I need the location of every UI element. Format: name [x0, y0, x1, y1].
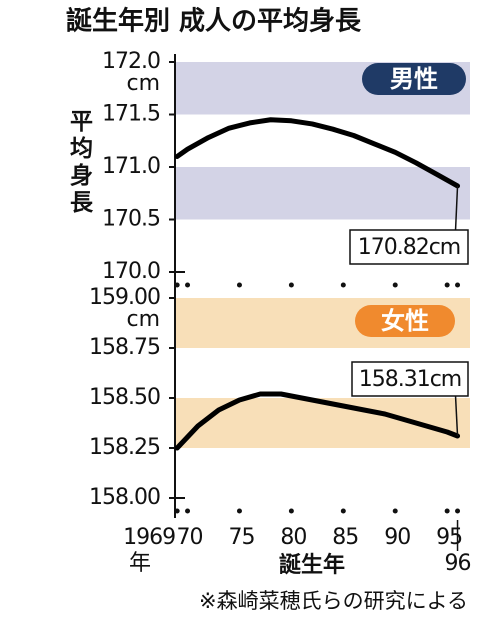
band: [175, 167, 470, 220]
legend-badge: [362, 63, 466, 95]
x-tick-label: 80: [280, 525, 306, 550]
legend-label: 男性: [390, 65, 438, 93]
x-tick-label: 96: [445, 551, 471, 576]
y-tick-label: 171.0: [102, 154, 160, 179]
x-tick-dot: [455, 508, 461, 514]
x-tick-label: 85: [332, 525, 358, 550]
x-unit: 年: [129, 551, 151, 576]
data-label: 158.31cm: [359, 367, 462, 392]
y-tick-label: 171.5: [102, 102, 160, 127]
x-tick-dot: [392, 282, 398, 288]
x-tick-label: 75: [228, 525, 254, 550]
x-tick-dot: [174, 282, 180, 288]
y-tick-label: 158.00: [89, 485, 160, 510]
label-box: [349, 229, 469, 265]
band: [175, 398, 470, 448]
x-tick-dot: [185, 508, 191, 514]
x-tick-dot: [236, 508, 242, 514]
label-box: [351, 361, 469, 397]
x-tick-label: 90: [384, 525, 410, 550]
x-tick-dot: [340, 508, 346, 514]
data-line: [174, 391, 461, 451]
y-unit: cm: [126, 307, 160, 332]
y-axis-label: 平均身長: [66, 109, 94, 217]
y-tick-label: 170.0: [102, 259, 160, 284]
data-line: [174, 117, 461, 189]
x-tick-dot: [174, 508, 180, 514]
x-tick-label: 1969: [123, 525, 175, 550]
y-tick-label: 170.5: [102, 207, 160, 232]
y-tick-label: 172.0: [102, 49, 160, 74]
y-tick-label: 158.75: [89, 335, 160, 360]
x-tick-dot: [288, 282, 294, 288]
y-unit: cm: [126, 71, 160, 96]
label-pointer: [454, 185, 459, 231]
x-tick-dot: [340, 282, 346, 288]
y-tick-label: 158.50: [89, 385, 160, 410]
x-tick-dot: [236, 282, 242, 288]
x-tick-dot: [392, 508, 398, 514]
x-tick-label: 95: [436, 525, 462, 550]
legend-badge: [355, 305, 455, 337]
x-tick-dot: [185, 282, 191, 288]
label-pointer: [454, 395, 459, 437]
x-tick-dot: [444, 282, 450, 288]
y-tick-label: 158.25: [89, 435, 160, 460]
legend-label: 女性: [381, 307, 429, 335]
x-tick-label: 70: [177, 525, 203, 550]
data-label: 170.82cm: [358, 235, 461, 260]
x-axis-label: 誕生年: [279, 552, 345, 578]
x-tick-dot: [444, 508, 450, 514]
y-tick-label: 159.00: [89, 285, 160, 310]
footnote: ※森崎菜穂氏らの研究による: [199, 589, 468, 613]
x-tick-dot: [455, 282, 461, 288]
x-tick-dot: [288, 508, 294, 514]
chart-title: 誕生年別 成人の平均身長: [66, 6, 362, 37]
